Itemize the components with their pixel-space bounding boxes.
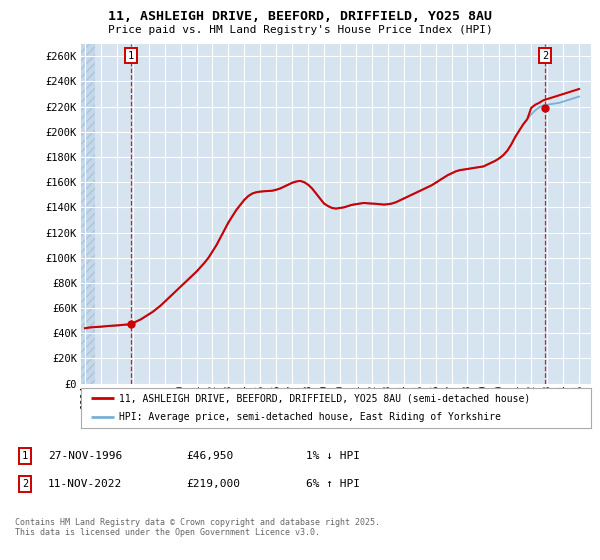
Text: 11, ASHLEIGH DRIVE, BEEFORD, DRIFFIELD, YO25 8AU (semi-detached house): 11, ASHLEIGH DRIVE, BEEFORD, DRIFFIELD, …	[119, 394, 530, 403]
Text: 2: 2	[22, 479, 28, 489]
Text: 27-NOV-1996: 27-NOV-1996	[48, 451, 122, 461]
Text: Contains HM Land Registry data © Crown copyright and database right 2025.
This d: Contains HM Land Registry data © Crown c…	[15, 518, 380, 538]
Text: 2: 2	[542, 50, 548, 60]
Text: 6% ↑ HPI: 6% ↑ HPI	[306, 479, 360, 489]
Text: 1% ↓ HPI: 1% ↓ HPI	[306, 451, 360, 461]
Text: 1: 1	[128, 50, 134, 60]
Text: £219,000: £219,000	[186, 479, 240, 489]
Text: 1: 1	[22, 451, 28, 461]
Text: 11, ASHLEIGH DRIVE, BEEFORD, DRIFFIELD, YO25 8AU: 11, ASHLEIGH DRIVE, BEEFORD, DRIFFIELD, …	[108, 10, 492, 23]
Bar	[81, 44, 95, 384]
Text: 11-NOV-2022: 11-NOV-2022	[48, 479, 122, 489]
Text: HPI: Average price, semi-detached house, East Riding of Yorkshire: HPI: Average price, semi-detached house,…	[119, 412, 501, 422]
Text: £46,950: £46,950	[186, 451, 233, 461]
Text: Price paid vs. HM Land Registry's House Price Index (HPI): Price paid vs. HM Land Registry's House …	[107, 25, 493, 35]
